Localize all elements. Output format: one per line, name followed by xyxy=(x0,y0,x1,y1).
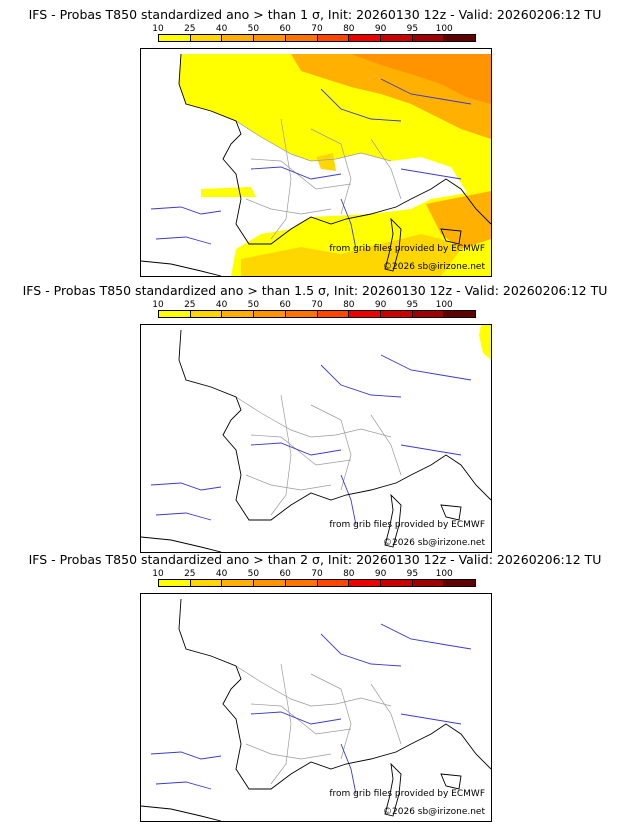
legend-color-swatch xyxy=(380,311,413,317)
legend-color-swatch xyxy=(444,35,476,41)
legend-color-bar xyxy=(158,579,476,587)
legend-tick-label: 80 xyxy=(343,300,355,310)
legend-color-swatch xyxy=(412,35,445,41)
legend-tick-label: 95 xyxy=(406,300,419,310)
anomaly-shading xyxy=(479,325,491,360)
country-borders xyxy=(235,663,402,785)
legend-tick-label: 90 xyxy=(374,24,387,34)
legend-tick-label: 60 xyxy=(279,24,291,34)
coastlines xyxy=(141,329,491,552)
legend-color-swatch xyxy=(222,311,255,317)
map-panel-2: IFS - Probas T850 standardized ano > tha… xyxy=(0,276,630,553)
legend-tick-label: 80 xyxy=(343,24,355,34)
source-credit: from grib files provided by ECMWF xyxy=(329,520,485,530)
country-borders xyxy=(235,118,402,240)
legend-tick-labels: 10 25 40 50 60 70 80 90 95 100 xyxy=(152,24,476,34)
legend-color-swatch xyxy=(190,35,223,41)
legend-tick-labels: 10 25 40 50 60 70 80 90 95 100 xyxy=(152,300,476,310)
coastlines xyxy=(141,598,491,821)
legend-tick-label: 100 xyxy=(435,569,453,579)
legend-color-swatch xyxy=(380,35,413,41)
legend-tick-label: 95 xyxy=(406,569,419,579)
legend-color-swatch xyxy=(349,311,381,317)
legend-tick-labels: 10 25 40 50 60 70 80 90 95 100 xyxy=(152,569,476,579)
legend-color-swatch xyxy=(254,311,286,317)
legend-tick-label: 40 xyxy=(215,569,228,579)
color-legend: 10 25 40 50 60 70 80 90 95 100 xyxy=(152,300,476,318)
color-legend: 10 25 40 50 60 70 80 90 95 100 xyxy=(152,24,476,42)
legend-tick-label: 50 xyxy=(247,569,260,579)
copyright-credit: ©2026 sb@irizone.net xyxy=(383,807,485,817)
legend-color-swatch xyxy=(159,311,191,317)
legend-tick-label: 50 xyxy=(247,300,260,310)
probability-map xyxy=(141,598,491,821)
legend-tick-label: 60 xyxy=(279,300,291,310)
legend-color-swatch xyxy=(254,580,286,586)
legend-color-swatch xyxy=(349,580,381,586)
legend-tick-label: 95 xyxy=(406,24,419,34)
legend-color-swatch xyxy=(190,311,223,317)
legend-color-swatch xyxy=(190,580,223,586)
legend-color-swatch xyxy=(159,580,191,586)
legend-tick-label: 10 xyxy=(152,24,164,34)
legend-tick-label: 25 xyxy=(184,300,196,310)
legend-color-swatch xyxy=(254,35,286,41)
map-frame: from grib files provided by ECMWF ©2026 … xyxy=(140,48,492,277)
source-credit: from grib files provided by ECMWF xyxy=(329,789,485,799)
legend-color-swatch xyxy=(285,311,318,317)
legend-color-swatch xyxy=(444,580,476,586)
legend-tick-label: 40 xyxy=(215,24,228,34)
legend-tick-label: 90 xyxy=(374,300,387,310)
legend-color-bar xyxy=(158,34,476,42)
legend-tick-label: 70 xyxy=(311,300,323,310)
legend-tick-label: 40 xyxy=(215,300,228,310)
legend-tick-label: 80 xyxy=(343,569,355,579)
anomaly-shading xyxy=(141,49,491,276)
coastlines xyxy=(141,53,491,276)
legend-tick-label: 90 xyxy=(374,569,387,579)
map-panel-3: IFS - Probas T850 standardized ano > tha… xyxy=(0,545,630,822)
legend-color-swatch xyxy=(285,580,318,586)
legend-color-swatch xyxy=(444,311,476,317)
color-legend: 10 25 40 50 60 70 80 90 95 100 xyxy=(152,569,476,587)
source-credit: from grib files provided by ECMWF xyxy=(329,244,485,254)
legend-tick-label: 70 xyxy=(311,24,323,34)
legend-color-swatch xyxy=(412,311,445,317)
legend-tick-label: 60 xyxy=(279,569,291,579)
map-frame: from grib files provided by ECMWF ©2026 … xyxy=(140,324,492,553)
legend-color-swatch xyxy=(412,580,445,586)
rivers xyxy=(150,78,472,250)
probability-map xyxy=(141,325,491,552)
map-frame: from grib files provided by ECMWF ©2026 … xyxy=(140,593,492,822)
legend-color-swatch xyxy=(349,35,381,41)
legend-color-swatch xyxy=(317,311,350,317)
legend-tick-label: 70 xyxy=(311,569,323,579)
legend-tick-label: 10 xyxy=(152,569,164,579)
rivers xyxy=(150,354,472,526)
legend-color-swatch xyxy=(380,580,413,586)
country-borders xyxy=(235,394,402,516)
rivers xyxy=(150,623,472,795)
legend-color-swatch xyxy=(222,35,255,41)
legend-tick-label: 50 xyxy=(247,24,260,34)
legend-color-swatch xyxy=(317,580,350,586)
copyright-credit: ©2026 sb@irizone.net xyxy=(383,262,485,272)
legend-tick-label: 25 xyxy=(184,569,196,579)
map-panel-1: IFS - Probas T850 standardized ano > tha… xyxy=(0,0,630,277)
legend-color-bar xyxy=(158,310,476,318)
panel-title: IFS - Probas T850 standardized ano > tha… xyxy=(28,7,602,22)
legend-color-swatch xyxy=(222,580,255,586)
legend-tick-label: 10 xyxy=(152,300,164,310)
copyright-credit: ©2026 sb@irizone.net xyxy=(383,538,485,548)
legend-tick-label: 100 xyxy=(435,24,453,34)
legend-color-swatch xyxy=(159,35,191,41)
panel-title: IFS - Probas T850 standardized ano > tha… xyxy=(22,283,608,298)
legend-color-swatch xyxy=(285,35,318,41)
panel-title: IFS - Probas T850 standardized ano > tha… xyxy=(28,552,602,567)
legend-tick-label: 25 xyxy=(184,24,196,34)
legend-tick-label: 100 xyxy=(435,300,453,310)
probability-map xyxy=(141,49,491,276)
legend-color-swatch xyxy=(317,35,350,41)
